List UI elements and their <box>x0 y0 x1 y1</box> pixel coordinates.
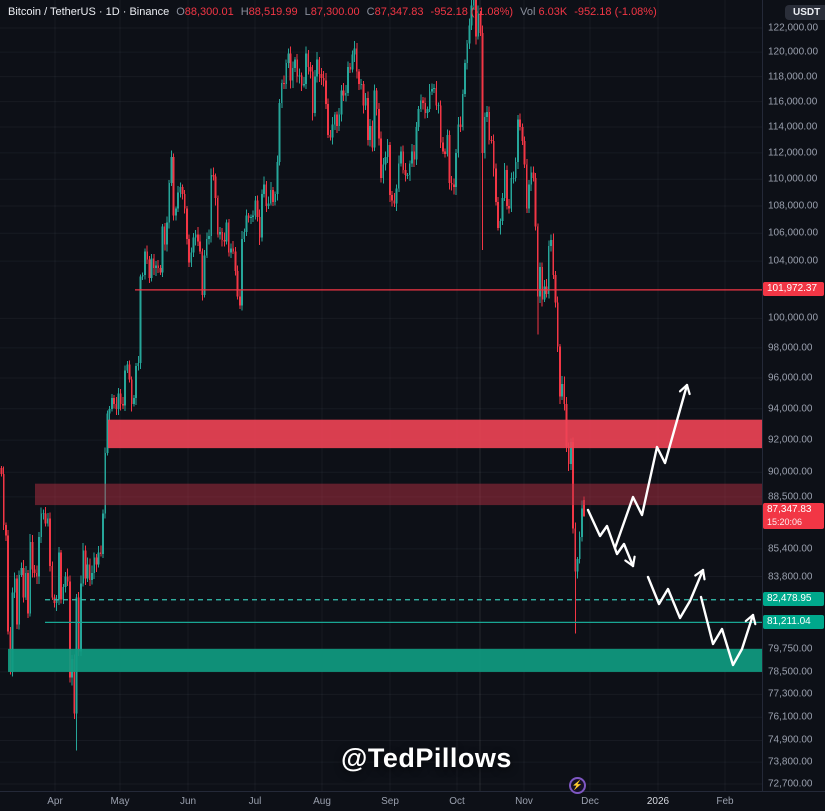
price-zones[interactable] <box>8 419 762 672</box>
price-axis-label: 118,000.00 <box>768 71 818 83</box>
open-label: O <box>176 6 185 18</box>
close-label: C <box>366 6 375 18</box>
time-axis-label: Jun <box>179 796 197 807</box>
price-axis-label: 92,000.00 <box>768 434 813 446</box>
lightning-event-badge[interactable]: ⚡ <box>569 777 586 794</box>
price-axis-label: 72,700.00 <box>768 778 813 790</box>
horizontal-level-lines[interactable] <box>45 289 762 623</box>
candlestick-series <box>0 0 586 751</box>
price-tag: 101,972.37 <box>763 282 824 297</box>
low-label: L <box>304 6 311 18</box>
price-axis-label: 112,000.00 <box>768 147 818 159</box>
time-axis-label: Dec <box>581 796 599 807</box>
high-value: 88,519.99 <box>248 6 298 18</box>
price-axis-label: 108,000.00 <box>768 200 819 212</box>
time-axis-label: Jul <box>248 796 262 807</box>
price-axis-label: 83,800.00 <box>768 571 813 582</box>
time-axis-label: 2026 <box>646 796 670 807</box>
volume-value: 6.03K <box>538 6 568 18</box>
high-label: H <box>240 6 249 18</box>
resistance-zone <box>108 419 762 449</box>
price-axis-label: 96,000.00 <box>768 372 813 384</box>
currency-toggle-button[interactable]: USDT <box>785 5 825 20</box>
price-axis-label: 90,000.00 <box>768 466 813 478</box>
price-tag: 87,347.83 15:20:06 <box>763 502 824 529</box>
lightning-icon: ⚡ <box>571 780 584 790</box>
time-axis-label: Feb <box>716 796 734 807</box>
price-axis-label: 110,000.00 <box>768 173 818 185</box>
low-value: 87,300.00 <box>310 6 360 18</box>
time-axis-label: Oct <box>449 796 465 807</box>
price-axis-label: 78,500.00 <box>768 666 813 678</box>
watermark: @TedPillows <box>341 743 512 773</box>
chart-canvas[interactable] <box>0 0 762 791</box>
price-axis-label: 120,000.00 <box>768 46 819 58</box>
price-axis-label: 114,000.00 <box>768 121 818 133</box>
price-axis-label: 98,000.00 <box>768 342 813 354</box>
volume-change-value: -952.18 (-1.08%) <box>574 6 657 18</box>
time-axis-label: Apr <box>47 796 63 807</box>
time-axis-label: Aug <box>313 796 331 807</box>
price-axis-label: 76,100.00 <box>768 711 813 723</box>
supply-zone <box>35 483 762 506</box>
price-axis-label: 88,500.00 <box>768 491 813 503</box>
price-axis-label: 100,000.00 <box>768 312 819 324</box>
change-value: -952.18 (-1.08%) <box>430 6 514 18</box>
close-value: 87,347.83 <box>374 6 424 18</box>
price-axis[interactable]: 122,000.00 120,000.00 118,000.00 116,000.00… <box>762 0 825 791</box>
price-axis-label: 116,000.00 <box>768 96 818 108</box>
price-axis-label: 79,750.00 <box>768 643 813 655</box>
symbol-title[interactable]: Bitcoin / TetherUS · 1D · Binance <box>8 6 170 18</box>
price-axis-label: 94,000.00 <box>768 403 813 415</box>
price-axis-label: 73,800.00 <box>768 756 813 768</box>
time-axis-label: Sep <box>381 796 399 807</box>
demand-zone <box>8 648 762 672</box>
symbol-legend: Bitcoin / TetherUS · 1D · Binance O88,30… <box>8 6 657 18</box>
price-tag: 81,211.04 <box>763 614 824 629</box>
price-axis-label: 85,400.00 <box>768 543 813 555</box>
time-axis-label: Nov <box>515 796 533 807</box>
price-axis-label: 77,300.00 <box>768 688 813 700</box>
volume-label[interactable]: Vol <box>520 6 536 18</box>
price-axis-label: 122,000.00 <box>768 22 819 34</box>
time-axis-label: May <box>110 796 130 807</box>
price-axis-label: 104,000.00 <box>768 255 819 267</box>
price-tag: 82,478.95 <box>763 592 824 607</box>
price-axis-label: 74,900.00 <box>768 734 813 746</box>
price-axis-label: 106,000.00 <box>768 227 819 239</box>
time-axis[interactable]: Apr May Jun Jul Aug Sep Oct Nov Dec 2026 Feb <box>0 791 825 811</box>
projection-arrows[interactable] <box>586 383 757 667</box>
open-value: 88,300.01 <box>184 6 234 18</box>
